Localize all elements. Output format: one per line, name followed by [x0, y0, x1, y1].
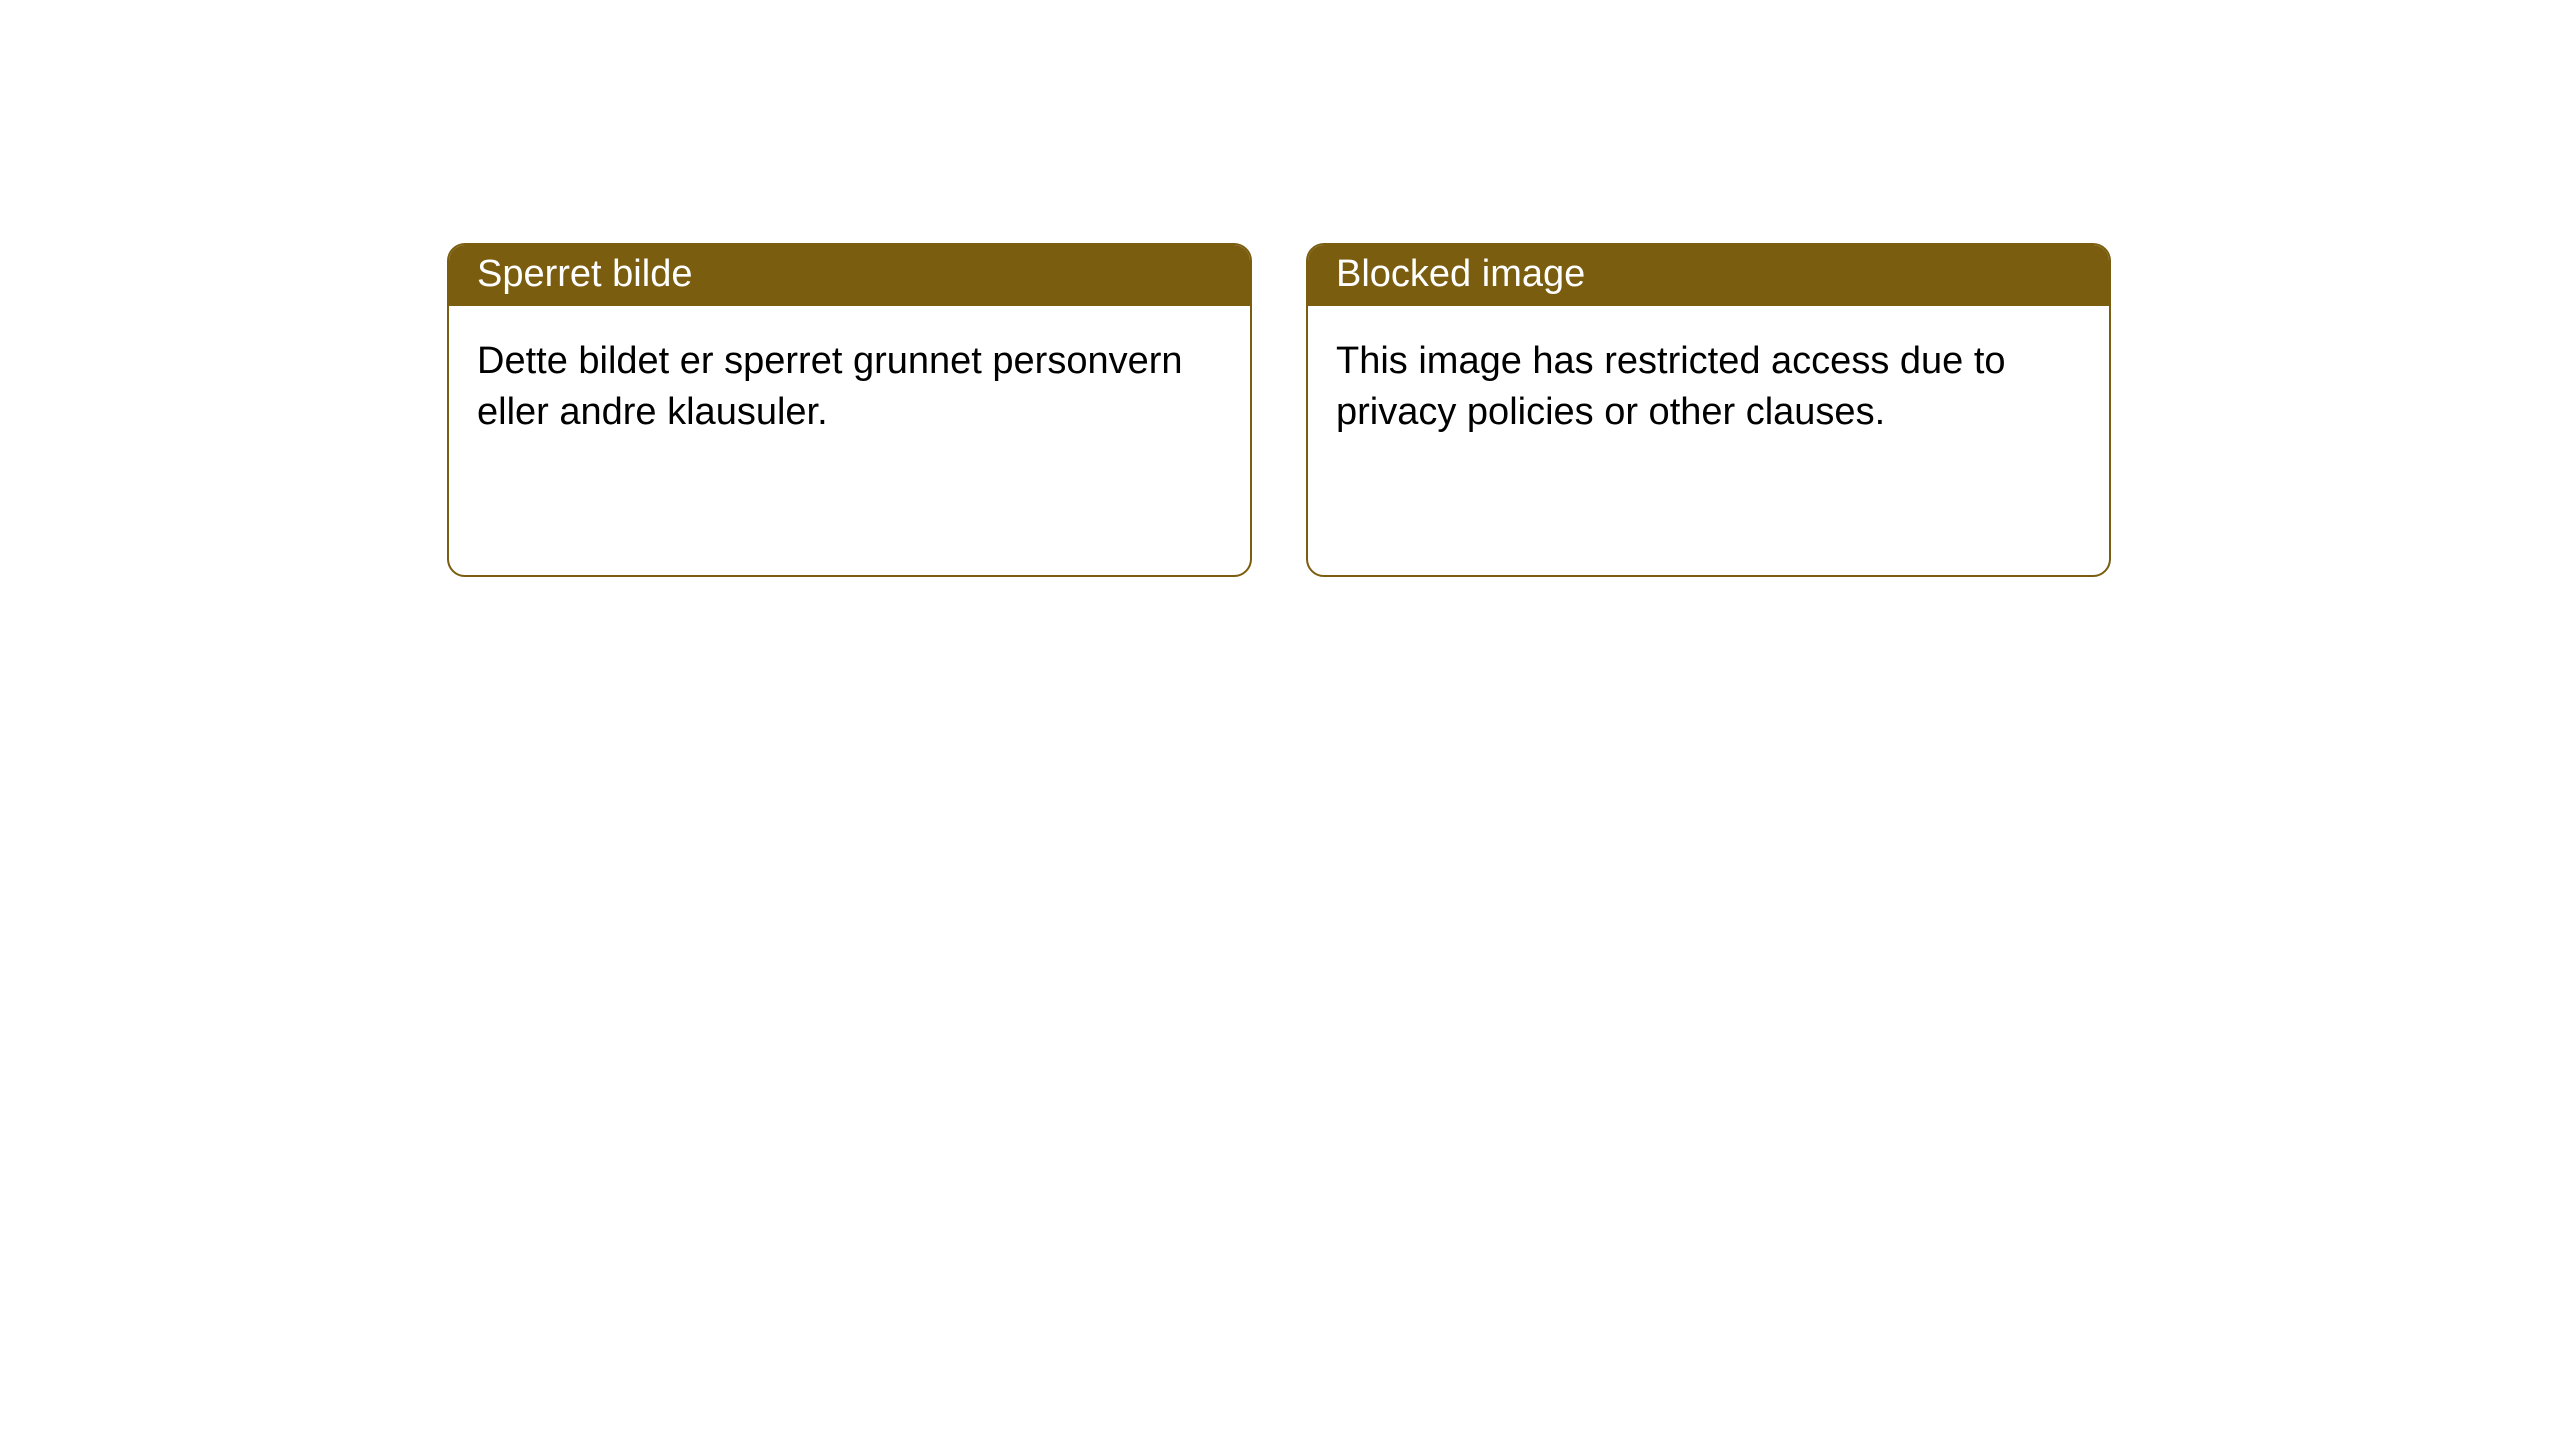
notice-title-no: Sperret bilde: [449, 245, 1250, 306]
notice-card-no: Sperret bilde Dette bildet er sperret gr…: [447, 243, 1252, 577]
notice-title-en: Blocked image: [1308, 245, 2109, 306]
notice-card-en: Blocked image This image has restricted …: [1306, 243, 2111, 577]
notice-body-en: This image has restricted access due to …: [1308, 306, 2109, 469]
notice-body-no: Dette bildet er sperret grunnet personve…: [449, 306, 1250, 469]
notice-container: Sperret bilde Dette bildet er sperret gr…: [0, 0, 2560, 577]
